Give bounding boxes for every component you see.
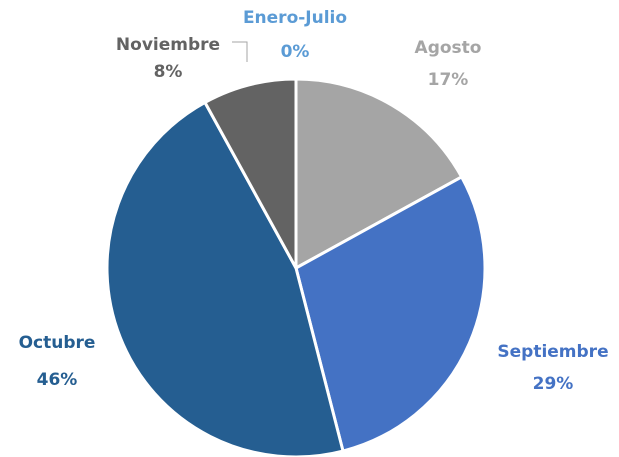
category-label: Septiembre bbox=[497, 342, 608, 362]
value-label: 46% bbox=[37, 370, 78, 390]
category-label: Noviembre bbox=[116, 35, 220, 55]
value-label: 0% bbox=[281, 42, 310, 62]
category-label: Octubre bbox=[19, 333, 96, 353]
category-label: Enero-Julio bbox=[243, 8, 347, 28]
value-label: 29% bbox=[533, 374, 574, 394]
pie-slice bbox=[105, 100, 345, 457]
value-label: 8% bbox=[154, 62, 183, 82]
value-label: 17% bbox=[428, 70, 469, 90]
leader-line bbox=[232, 41, 248, 62]
category-label: Agosto bbox=[415, 38, 482, 58]
pie-slice bbox=[294, 77, 464, 270]
pie-slice bbox=[294, 175, 487, 453]
pie-slice bbox=[203, 77, 298, 270]
